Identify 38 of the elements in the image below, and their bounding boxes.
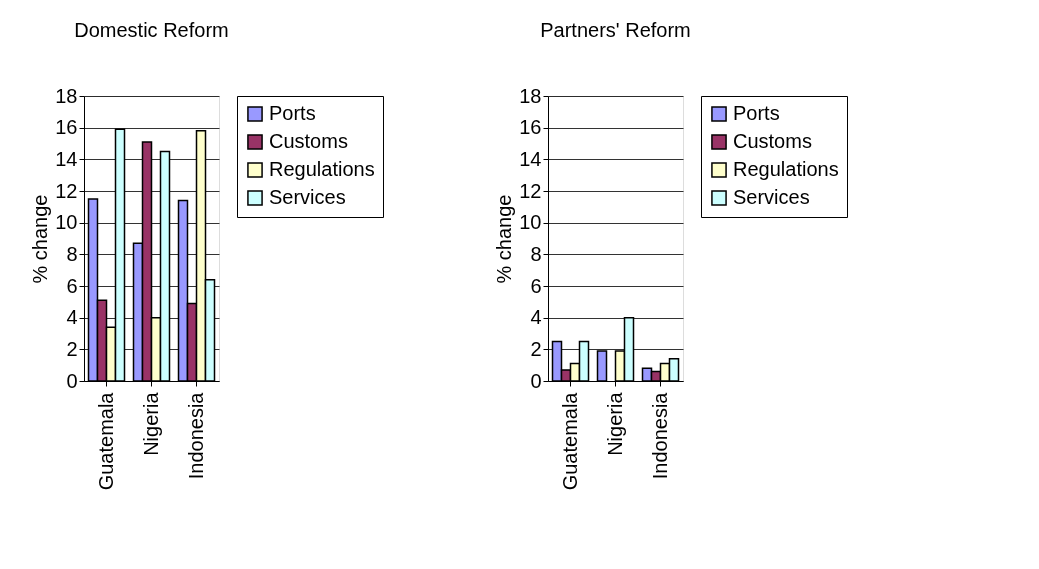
legend-label: Services bbox=[733, 186, 810, 208]
y-tick-label: 2 bbox=[530, 337, 542, 360]
y-tick-label: 4 bbox=[66, 306, 78, 329]
y-tick-label: 14 bbox=[519, 147, 542, 170]
legend-label: Regulations bbox=[269, 158, 375, 180]
legend-label: Customs bbox=[733, 130, 812, 152]
y-tick-label: 0 bbox=[66, 369, 78, 392]
y-tick-label: 18 bbox=[55, 84, 78, 107]
legend-label: Services bbox=[269, 186, 346, 208]
y-axis-title: % change bbox=[493, 194, 516, 284]
y-tick-label: 10 bbox=[55, 211, 78, 234]
x-tick-label: Nigeria bbox=[139, 391, 162, 456]
y-tick-label: 8 bbox=[530, 242, 542, 265]
x-tick-label: Indonesia bbox=[648, 391, 671, 480]
y-tick-label: 8 bbox=[66, 242, 78, 265]
y-tick-label: 4 bbox=[530, 306, 542, 329]
y-tick-label: 16 bbox=[55, 116, 78, 139]
y-tick-label: 0 bbox=[530, 369, 542, 392]
chart-title: Domestic Reform bbox=[74, 19, 229, 41]
y-tick-label: 16 bbox=[519, 116, 542, 139]
legend-label: Regulations bbox=[733, 158, 839, 180]
y-tick-label: 12 bbox=[55, 179, 78, 202]
y-tick-label: 6 bbox=[530, 274, 542, 297]
legend-label: Ports bbox=[269, 102, 316, 124]
legend-label: Customs bbox=[269, 130, 348, 152]
legend-label: Ports bbox=[733, 102, 780, 124]
x-tick-label: Guatemala bbox=[558, 391, 581, 491]
x-tick-label: Indonesia bbox=[184, 391, 207, 480]
x-tick-label: Guatemala bbox=[94, 391, 117, 491]
y-tick-label: 10 bbox=[519, 211, 542, 234]
y-tick-label: 2 bbox=[66, 337, 78, 360]
chart-title: Partners' Reform bbox=[540, 19, 691, 41]
y-tick-label: 12 bbox=[519, 179, 542, 202]
x-tick-label: Nigeria bbox=[603, 391, 626, 456]
y-tick-label: 18 bbox=[519, 84, 542, 107]
y-axis-title: % change bbox=[29, 194, 52, 284]
y-tick-label: 6 bbox=[66, 274, 78, 297]
y-tick-label: 14 bbox=[55, 147, 78, 170]
